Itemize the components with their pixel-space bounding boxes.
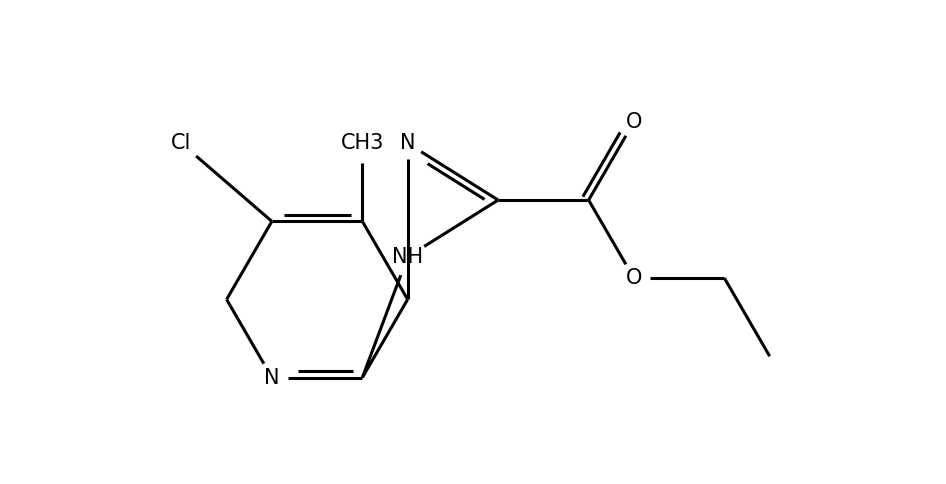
Text: NH: NH: [392, 247, 423, 267]
Text: N: N: [400, 133, 415, 153]
Text: CH3: CH3: [341, 133, 384, 153]
Text: O: O: [625, 112, 642, 132]
Text: Cl: Cl: [171, 133, 191, 153]
Text: O: O: [625, 268, 642, 288]
Text: N: N: [264, 367, 280, 388]
